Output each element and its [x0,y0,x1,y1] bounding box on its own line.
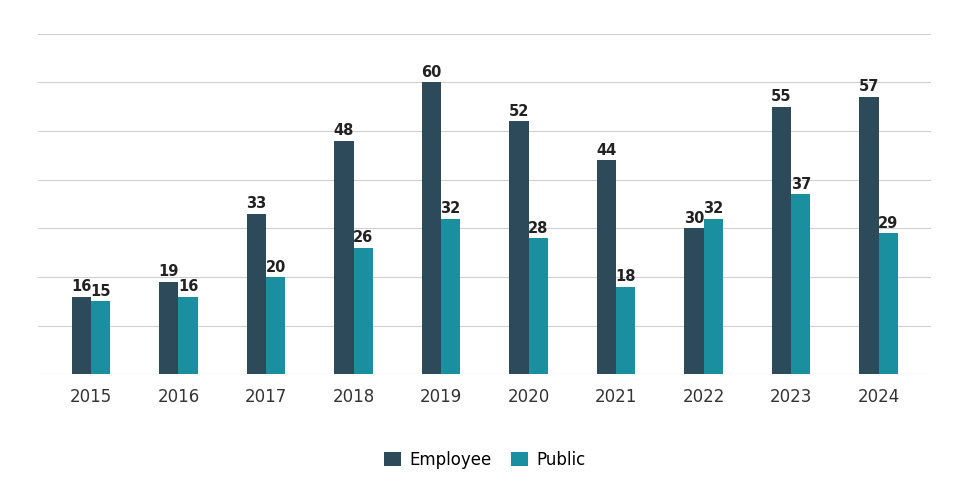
Text: 30: 30 [684,211,705,226]
Text: 55: 55 [771,89,792,104]
Bar [266,277,285,374]
Text: 19: 19 [158,264,179,279]
Bar [421,82,441,374]
Text: 32: 32 [703,201,724,216]
Bar [510,121,529,374]
Text: 29: 29 [878,216,899,231]
Bar [859,97,878,374]
Bar [91,301,110,374]
Bar [353,248,372,374]
Text: 60: 60 [421,65,442,80]
Bar [441,218,460,374]
Bar [684,228,704,374]
Bar [597,160,616,374]
Text: 57: 57 [859,80,879,95]
Bar [616,287,636,374]
Bar [247,214,266,374]
Text: 16: 16 [178,279,199,294]
Bar [159,282,179,374]
Text: 37: 37 [791,177,811,192]
Text: 20: 20 [265,260,286,275]
Text: 48: 48 [334,123,354,138]
Text: 33: 33 [246,196,267,211]
Text: 52: 52 [509,104,529,119]
Legend: Employee, Public: Employee, Public [377,444,592,475]
Text: 18: 18 [615,269,636,284]
Bar [179,297,198,374]
Bar [704,218,723,374]
Bar [791,194,810,374]
Bar [529,238,548,374]
Bar [772,107,791,374]
Bar [72,297,91,374]
Text: 32: 32 [441,201,461,216]
Text: 16: 16 [71,279,91,294]
Bar [334,141,353,374]
Text: 28: 28 [528,221,548,236]
Text: 44: 44 [596,143,616,158]
Text: 15: 15 [90,284,110,299]
Text: 26: 26 [353,230,373,245]
Bar [878,233,898,374]
